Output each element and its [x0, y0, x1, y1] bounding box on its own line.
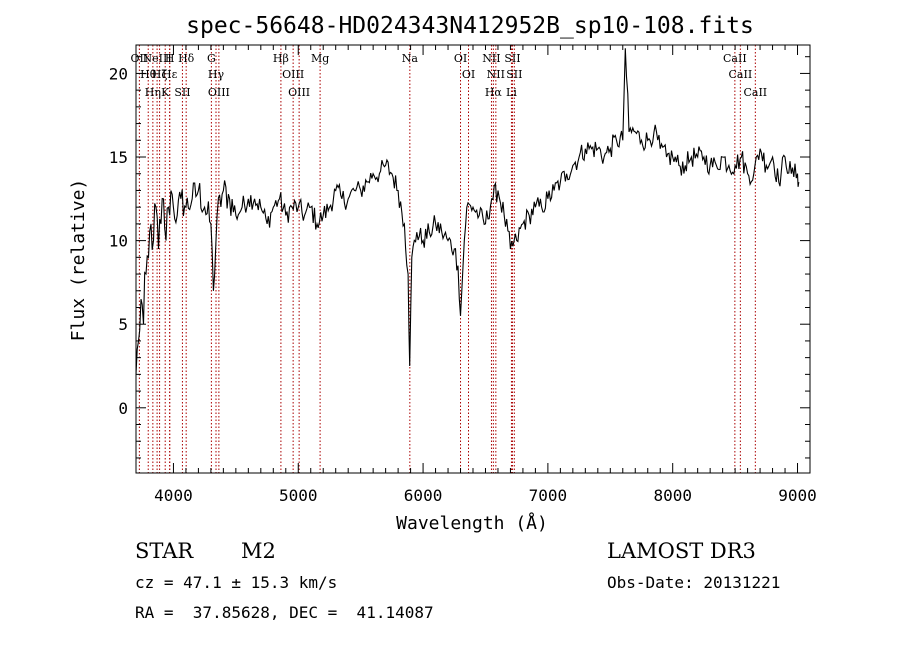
y-tick-label: 20	[109, 64, 128, 83]
line-marker-label: NeIII	[143, 52, 172, 65]
chart-title: spec-56648-HD024343N412952B_sp10-108.fit…	[186, 13, 754, 39]
line-marker-label: OIII	[282, 68, 304, 81]
line-marker-label: OIII	[288, 86, 310, 99]
x-axis-label: Wavelength (Å)	[396, 512, 548, 534]
line-marker-label: Hα	[485, 86, 503, 99]
x-tick-label: 6000	[404, 486, 443, 505]
line-marker-label: SII	[504, 52, 520, 65]
line-marker-labels: OII Hθ Hη NeIII Hζ K H Hε SII Hδ G Hγ OIII Hβ OIII OIII…	[131, 52, 768, 99]
line-marker-label: CaII	[729, 68, 753, 81]
y-tick-label: 15	[109, 148, 128, 167]
line-marker-label: OIII	[208, 86, 230, 99]
line-marker-label: H	[165, 52, 175, 65]
line-marker-label: G	[207, 52, 216, 65]
line-marker-label: Hε	[162, 68, 178, 81]
line-marker-label: OII	[131, 52, 149, 65]
y-tick-label: 10	[109, 232, 128, 251]
line-marker-label: SII	[506, 68, 522, 81]
line-marker-label: Hβ	[273, 52, 289, 65]
line-marker-label: Li	[506, 86, 517, 99]
object-class: STAR	[135, 539, 194, 563]
x-tick-label: 5000	[279, 486, 318, 505]
line-marker-label: Hδ	[178, 52, 195, 65]
obs-date: Obs-Date: 20131221	[607, 573, 781, 592]
line-markers	[138, 45, 756, 473]
y-axis-label: Flux (relative)	[68, 179, 89, 342]
line-marker-label: CaII	[723, 52, 747, 65]
y-tick-label: 5	[118, 315, 128, 334]
redshift-text: cz = 47.1 ± 15.3 km/s	[135, 573, 338, 592]
spectrum-line	[135, 48, 800, 375]
line-marker-label: CaII	[743, 86, 767, 99]
line-marker-label: Hθ	[140, 68, 157, 81]
line-marker-label: NII	[482, 52, 500, 65]
line-marker-label: Mg	[311, 52, 329, 65]
line-marker-label: Hη	[145, 86, 161, 99]
line-marker-label: OI	[462, 68, 475, 81]
x-tick-label: 8000	[653, 486, 692, 505]
x-tick-label: 4000	[154, 486, 193, 505]
line-marker-label: NII	[487, 68, 505, 81]
x-tick-label: 9000	[778, 486, 817, 505]
line-marker-label: K	[161, 86, 170, 99]
line-marker-label: OI	[454, 52, 467, 65]
y-tick-label: 0	[118, 399, 128, 418]
y-axis-ticks: 0 5 10 15 20	[109, 56, 810, 459]
plot-frame	[135, 44, 811, 474]
coordinates-text: RA = 37.85628, DEC = 41.14087	[135, 603, 434, 622]
line-marker-label: Hζ	[152, 68, 168, 81]
object-subclass: M2	[241, 539, 276, 563]
x-axis-ticks: 4000 5000 6000 7000 8000 9000	[154, 45, 817, 505]
line-marker-label: Na	[402, 52, 419, 65]
x-tick-label: 7000	[529, 486, 568, 505]
line-marker-label: Hγ	[208, 68, 225, 81]
survey-label: LAMOST DR3	[607, 539, 756, 563]
line-marker-label: SII	[174, 86, 190, 99]
